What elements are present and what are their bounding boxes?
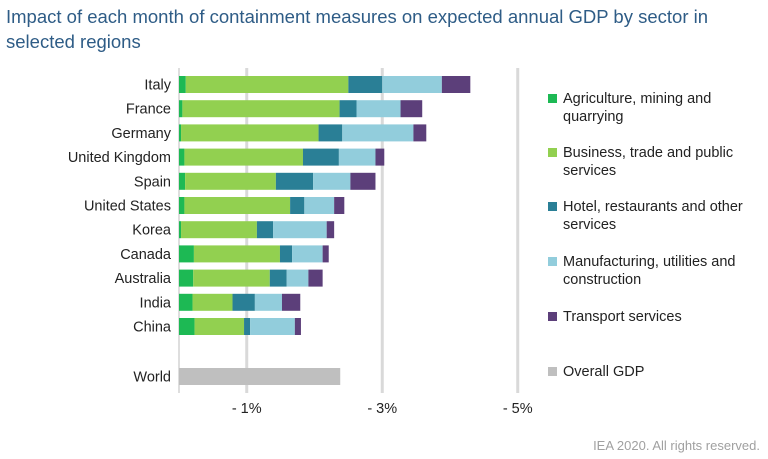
legend-swatch-manufacturing	[548, 257, 557, 266]
bar-united-kingdom-agriculture	[179, 148, 185, 166]
bar-spain-manufacturing	[313, 172, 351, 190]
bar-spain-hotel	[275, 172, 314, 190]
bar-canada-agriculture	[179, 245, 194, 263]
bar-united-states-business	[184, 197, 291, 214]
category-label-italy: Italy	[144, 78, 171, 94]
bar-united-kingdom-business	[184, 148, 303, 166]
bar-china-hotel	[244, 318, 251, 335]
legend-label-business: Business, trade and public services	[563, 145, 734, 179]
bar-germany-agriculture	[179, 124, 182, 142]
bar-united-kingdom-hotel	[302, 148, 339, 166]
legend-item-hotel: Hotel, restaurants and other services	[548, 198, 763, 234]
category-label-canada: Canada	[120, 247, 172, 263]
legend-swatch-business	[548, 148, 557, 157]
legend-label-overall: Overall GDP	[563, 364, 645, 380]
tick-label: - 3%	[367, 401, 397, 417]
legend-label-manufacturing: Manufacturing, utilities and constructio…	[563, 254, 736, 288]
bar-germany-transport	[413, 124, 427, 142]
category-label-world: World	[133, 370, 171, 386]
tick-labels: - 1% - 3% - 5%	[232, 401, 533, 417]
bar-korea-transport	[326, 221, 335, 239]
bar-india-business	[192, 293, 233, 311]
legend-item-overall: Overall GDP	[548, 363, 763, 381]
legend-swatch-agriculture	[548, 94, 557, 103]
bar-italy-business	[185, 76, 349, 93]
category-label-spain: Spain	[134, 174, 171, 190]
bar-united-states-hotel	[290, 197, 305, 214]
bar-italy-agriculture	[179, 76, 186, 93]
bar-united-states-manufacturing	[304, 197, 335, 214]
category-label-united-kingdom: United Kingdom	[68, 150, 171, 166]
bar-italy-transport	[441, 76, 471, 93]
bar-india-manufacturing	[254, 293, 282, 311]
bar-spain-business	[185, 172, 276, 190]
bar-united-kingdom-manufacturing	[338, 148, 376, 166]
bar-italy-manufacturing	[382, 76, 442, 93]
copyright-footer: IEA 2020. All rights reserved.	[593, 438, 760, 453]
bar-spain-transport	[350, 172, 376, 190]
bar-germany-business	[181, 124, 319, 142]
bar-china-manufacturing	[250, 318, 295, 335]
legend-swatch-overall	[548, 367, 557, 376]
bar-australia-business	[193, 269, 270, 287]
chart-title: Impact of each month of containment meas…	[6, 6, 709, 52]
category-label-korea: Korea	[132, 223, 172, 239]
bars	[179, 76, 471, 385]
bar-united-kingdom-transport	[375, 148, 385, 166]
bar-united-states-agriculture	[179, 197, 185, 214]
legend-label-agriculture: Agriculture, mining and quarrying	[563, 91, 712, 125]
bar-france-manufacturing	[356, 100, 401, 118]
bar-france-agriculture	[179, 100, 183, 118]
bar-germany-manufacturing	[342, 124, 414, 142]
bar-korea-manufacturing	[273, 221, 327, 239]
bar-spain-agriculture	[179, 172, 186, 190]
category-label-france: France	[126, 102, 171, 118]
legend-item-manufacturing: Manufacturing, utilities and constructio…	[548, 253, 763, 289]
legend-item-transport: Transport services	[548, 308, 763, 326]
bar-france-business	[182, 100, 340, 118]
bar-canada-transport	[322, 245, 329, 263]
bar-india-transport	[281, 293, 301, 311]
legend-label-hotel: Hotel, restaurants and other services	[563, 199, 743, 233]
bar-china-transport	[294, 318, 301, 335]
bar-canada-hotel	[279, 245, 293, 263]
bar-france-transport	[400, 100, 423, 118]
category-label-germany: Germany	[111, 126, 171, 142]
bar-canada-manufacturing	[292, 245, 323, 263]
bar-australia-manufacturing	[286, 269, 309, 287]
bar-india-hotel	[232, 293, 255, 311]
bar-korea-business	[181, 221, 257, 239]
bar-korea-agriculture	[179, 221, 182, 239]
bar-china-business	[194, 318, 245, 335]
bar-australia-agriculture	[179, 269, 194, 287]
bar-china-agriculture	[179, 318, 195, 335]
category-label-australia: Australia	[115, 271, 172, 287]
bar-australia-transport	[308, 269, 323, 287]
bar-world-overall	[179, 368, 341, 385]
bar-france-hotel	[339, 100, 357, 118]
category-labels: Italy France Germany United Kingdom Spain Uni…	[68, 78, 172, 386]
legend-swatch-hotel	[548, 202, 557, 211]
legend-swatch-transport	[548, 312, 557, 321]
bar-italy-hotel	[348, 76, 383, 93]
legend-label-transport: Transport services	[563, 309, 682, 325]
bar-germany-hotel	[318, 124, 343, 142]
category-label-china: China	[133, 320, 172, 336]
legend-item-agriculture: Agriculture, mining and quarrying	[548, 90, 763, 126]
bar-australia-hotel	[269, 269, 287, 287]
category-label-india: India	[140, 295, 172, 311]
bar-india-agriculture	[179, 293, 193, 311]
bar-korea-hotel	[256, 221, 274, 239]
bar-canada-business	[193, 245, 280, 263]
tick-label: - 5%	[503, 401, 533, 417]
bar-united-states-transport	[334, 197, 345, 214]
legend-item-business: Business, trade and public services	[548, 144, 763, 180]
tick-label: - 1%	[232, 401, 262, 417]
category-label-united-states: United States	[84, 199, 171, 215]
